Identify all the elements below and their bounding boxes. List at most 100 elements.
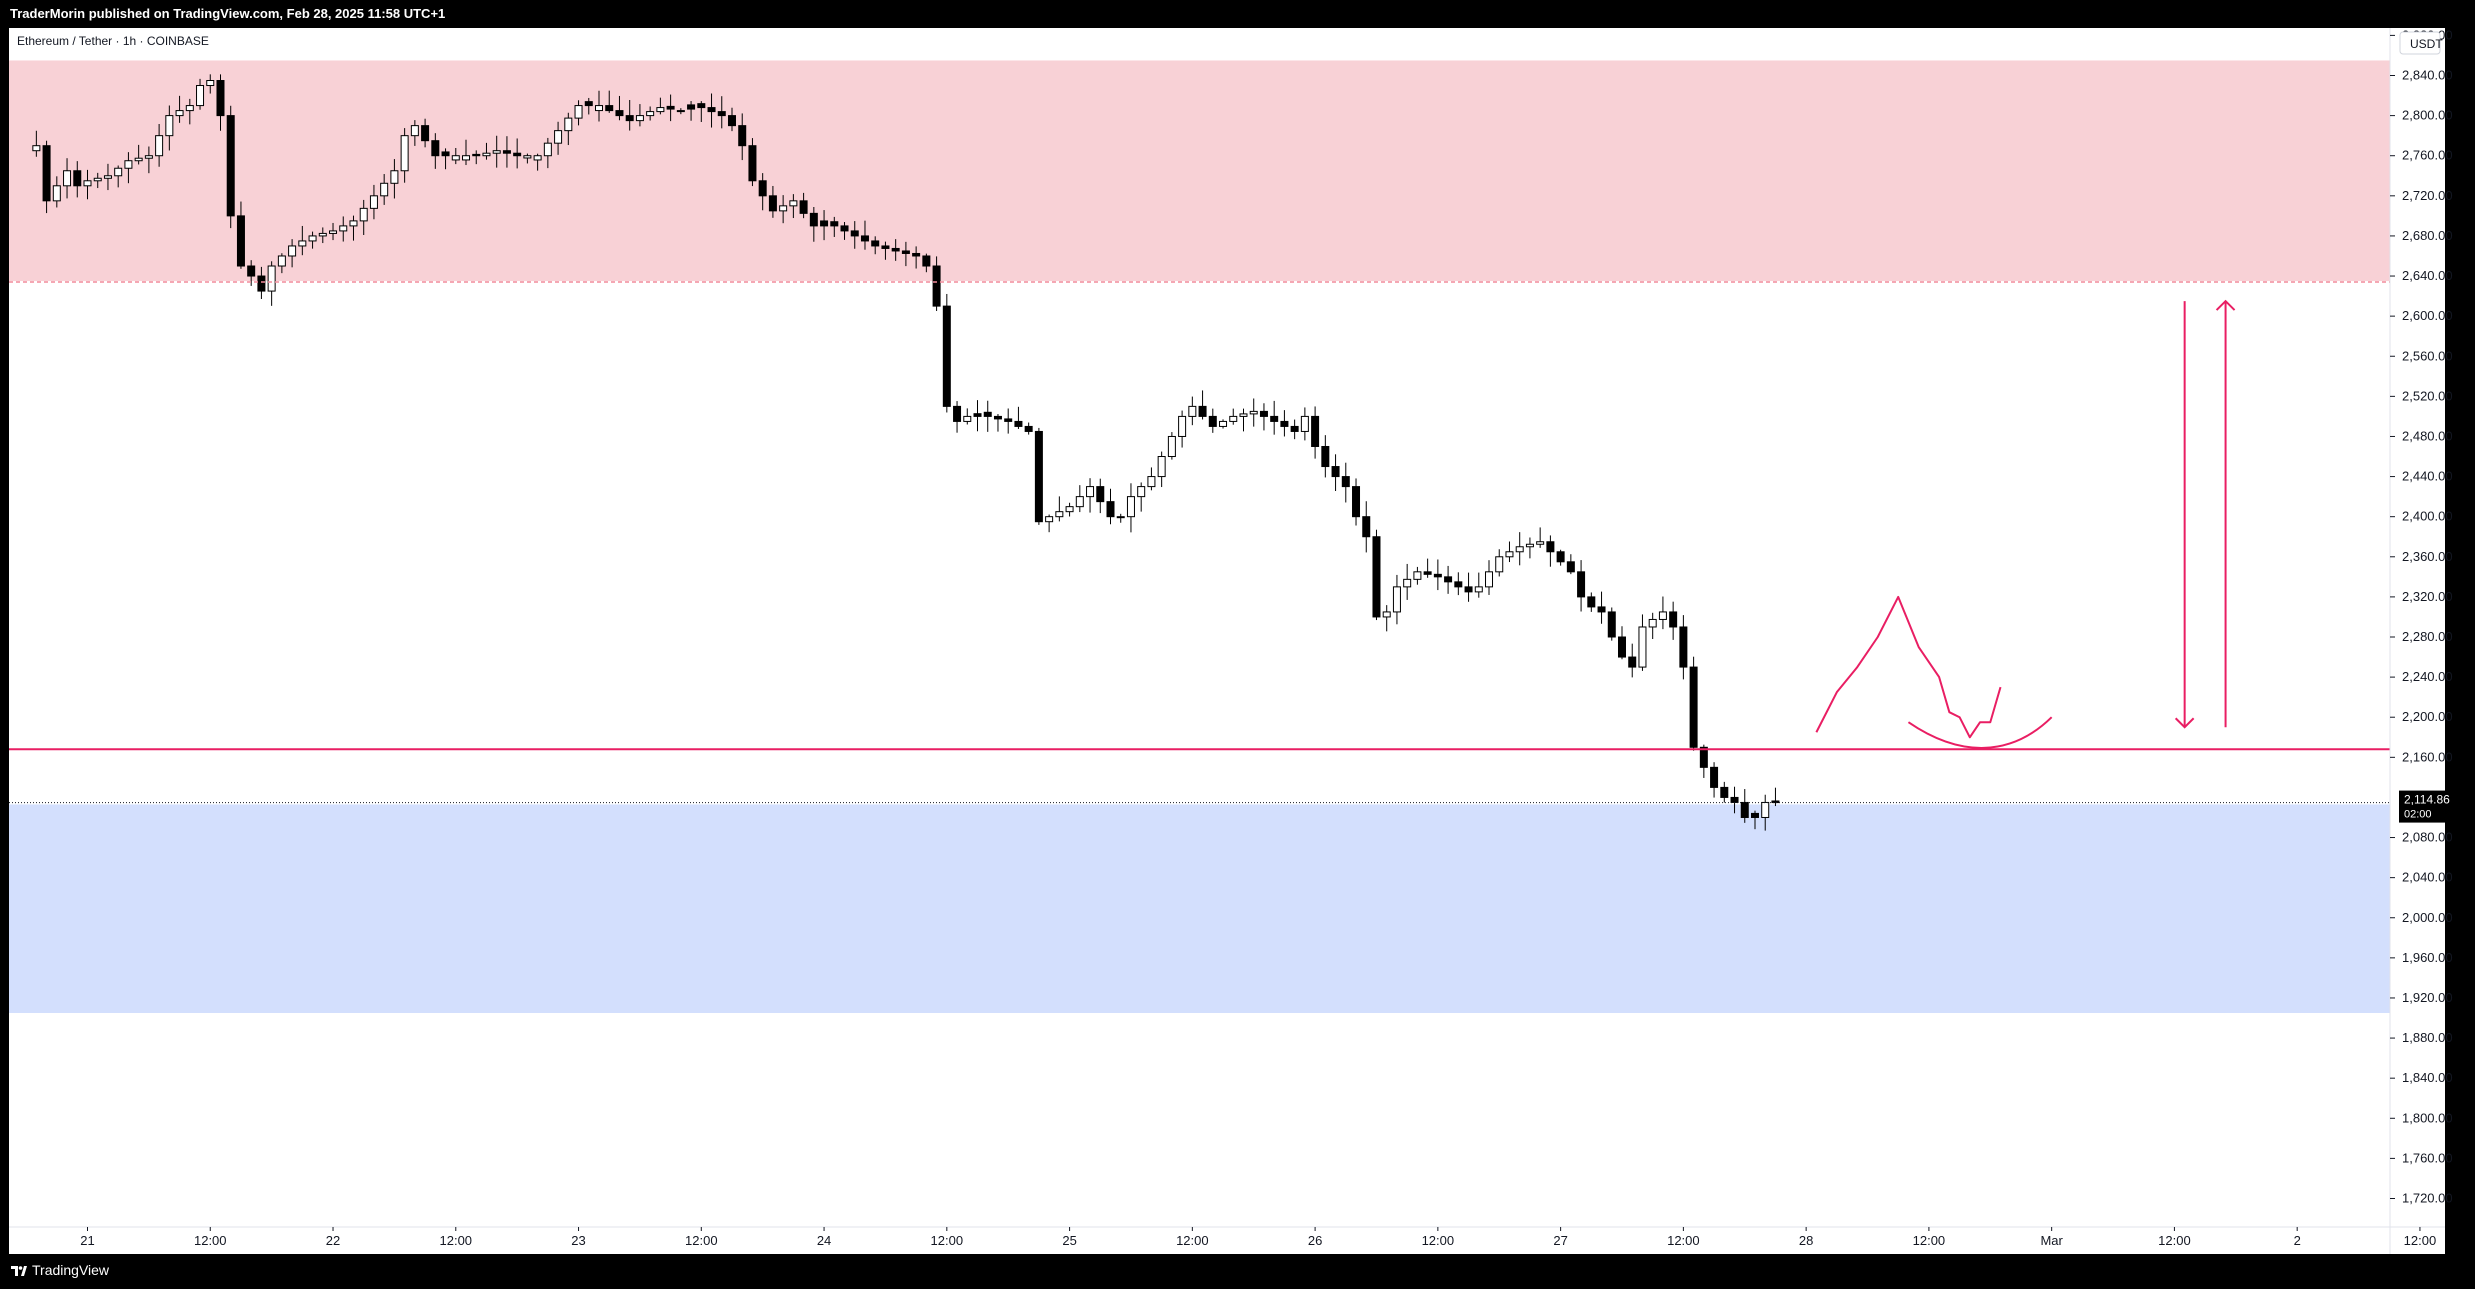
candle-body <box>410 125 419 137</box>
last-price-tag: 2,114.86 02:00 <box>2399 790 2461 823</box>
currency-button[interactable] <box>2399 31 2441 55</box>
candle-body <box>1444 576 1453 583</box>
price-tick-label: 2,040.00 <box>2402 870 2453 885</box>
candle-body <box>1474 586 1483 593</box>
candle-body <box>196 85 205 107</box>
candle-body <box>1648 618 1657 628</box>
candle-body <box>932 265 941 307</box>
candle-body <box>247 265 256 277</box>
candle-body <box>820 220 829 227</box>
candle-body <box>1034 430 1043 523</box>
time-axis: 21 12:00 22 12:00 23 12:00 24 12:00 25 12:00 26 12:… <box>80 1227 2436 1248</box>
candle-body <box>1761 801 1770 818</box>
candle-body <box>912 252 921 257</box>
candle-body <box>73 170 82 187</box>
time-tick-label: 12:00 <box>194 1233 227 1248</box>
candle-body <box>574 105 583 119</box>
candle-body <box>707 107 716 113</box>
price-tick-label: 2,640.00 <box>2402 268 2453 283</box>
candle-body <box>1300 415 1309 432</box>
bottom-bar <box>0 1256 2475 1289</box>
candle-body <box>1075 496 1084 508</box>
price-tick-label: 2,440.00 <box>2402 469 2453 484</box>
candle-body <box>1464 586 1473 593</box>
candle-body <box>421 125 430 142</box>
candle-body <box>1536 541 1545 545</box>
price-tick-label: 2,480.00 <box>2402 428 2453 443</box>
candle-body <box>185 105 194 112</box>
candle-body <box>1137 486 1146 498</box>
candle-body <box>288 245 297 257</box>
candle-body <box>165 115 174 137</box>
candle-body <box>329 230 338 234</box>
candle-body <box>942 305 951 407</box>
candle-body <box>717 111 726 117</box>
candle-body <box>1086 486 1095 498</box>
symbol-label[interactable]: Ethereum / Tether · 1h · COINBASE <box>17 34 209 48</box>
candle-body <box>1750 812 1759 818</box>
price-tick-label: 2,560.00 <box>2402 348 2453 363</box>
time-tick-label: 27 <box>1553 1233 1567 1248</box>
price-tick-label: 1,960.00 <box>2402 950 2453 965</box>
candle-body <box>42 145 51 202</box>
tradingview-logo-icon[interactable] <box>10 1262 28 1280</box>
time-tick-label: 12:00 <box>2158 1233 2191 1248</box>
candle-body <box>1239 413 1248 417</box>
candle-body <box>738 125 747 147</box>
candle-body <box>1147 476 1156 488</box>
candle-body <box>973 413 982 417</box>
candle-body <box>308 235 317 242</box>
projection-path <box>1815 595 2002 739</box>
candle-body <box>635 115 644 122</box>
candle-body <box>318 232 327 237</box>
candle-body <box>922 255 931 267</box>
time-tick-label: 26 <box>1308 1233 1322 1248</box>
candle-body <box>758 180 767 197</box>
candle-body <box>850 230 859 237</box>
candle-body <box>1382 611 1391 618</box>
candle-body <box>523 155 532 159</box>
candle-body <box>134 157 143 162</box>
candle-body <box>1679 626 1688 668</box>
price-tick-label: 2,320.00 <box>2402 589 2453 604</box>
arrow-up-head <box>2215 299 2236 311</box>
price-tick-label: 1,840.00 <box>2402 1070 2453 1085</box>
candle-body <box>155 135 164 157</box>
candle-body <box>513 152 522 157</box>
candle-body <box>1208 415 1217 427</box>
candle-body <box>1771 800 1780 804</box>
candle-body <box>543 142 552 157</box>
candle-body <box>1096 486 1105 503</box>
price-tick-label: 1,720.00 <box>2402 1191 2453 1206</box>
price-tick-label: 2,840.00 <box>2402 68 2453 83</box>
candle-body <box>482 152 491 157</box>
tradingview-brand[interactable]: TradingView <box>32 1262 110 1278</box>
price-tick-label: 1,880.00 <box>2402 1030 2453 1045</box>
candle-body <box>595 105 603 112</box>
time-tick-label: 12:00 <box>685 1233 718 1248</box>
candle-body <box>441 151 450 157</box>
candle-body <box>431 140 440 157</box>
candle-body <box>359 207 368 222</box>
candle-body <box>1546 541 1555 553</box>
candle-body <box>93 177 102 182</box>
price-tick-label: 1,760.00 <box>2402 1150 2453 1165</box>
candle-body <box>1065 506 1074 513</box>
candle-body <box>1341 476 1350 488</box>
candle-body <box>1413 571 1422 580</box>
candle-body <box>1311 415 1320 447</box>
last-price-value: 2,114.86 <box>2404 793 2450 807</box>
price-tick-label: 2,200.00 <box>2402 709 2453 724</box>
candle-body <box>1198 405 1207 417</box>
drawings-layer <box>1815 299 2236 749</box>
candle-body <box>809 212 818 227</box>
candle-body <box>1055 511 1064 518</box>
currency-label: USDT <box>2410 37 2443 51</box>
candle-body <box>605 105 614 112</box>
demand-zone <box>9 804 2390 1014</box>
price-chart[interactable]: 2,880.002,840.002,800.002,760.002,720.00… <box>0 0 2475 1256</box>
candle-body <box>1669 611 1678 628</box>
candle-body <box>32 145 41 152</box>
time-tick-label: 12:00 <box>1422 1233 1455 1248</box>
price-tick-label: 2,000.00 <box>2402 910 2453 925</box>
